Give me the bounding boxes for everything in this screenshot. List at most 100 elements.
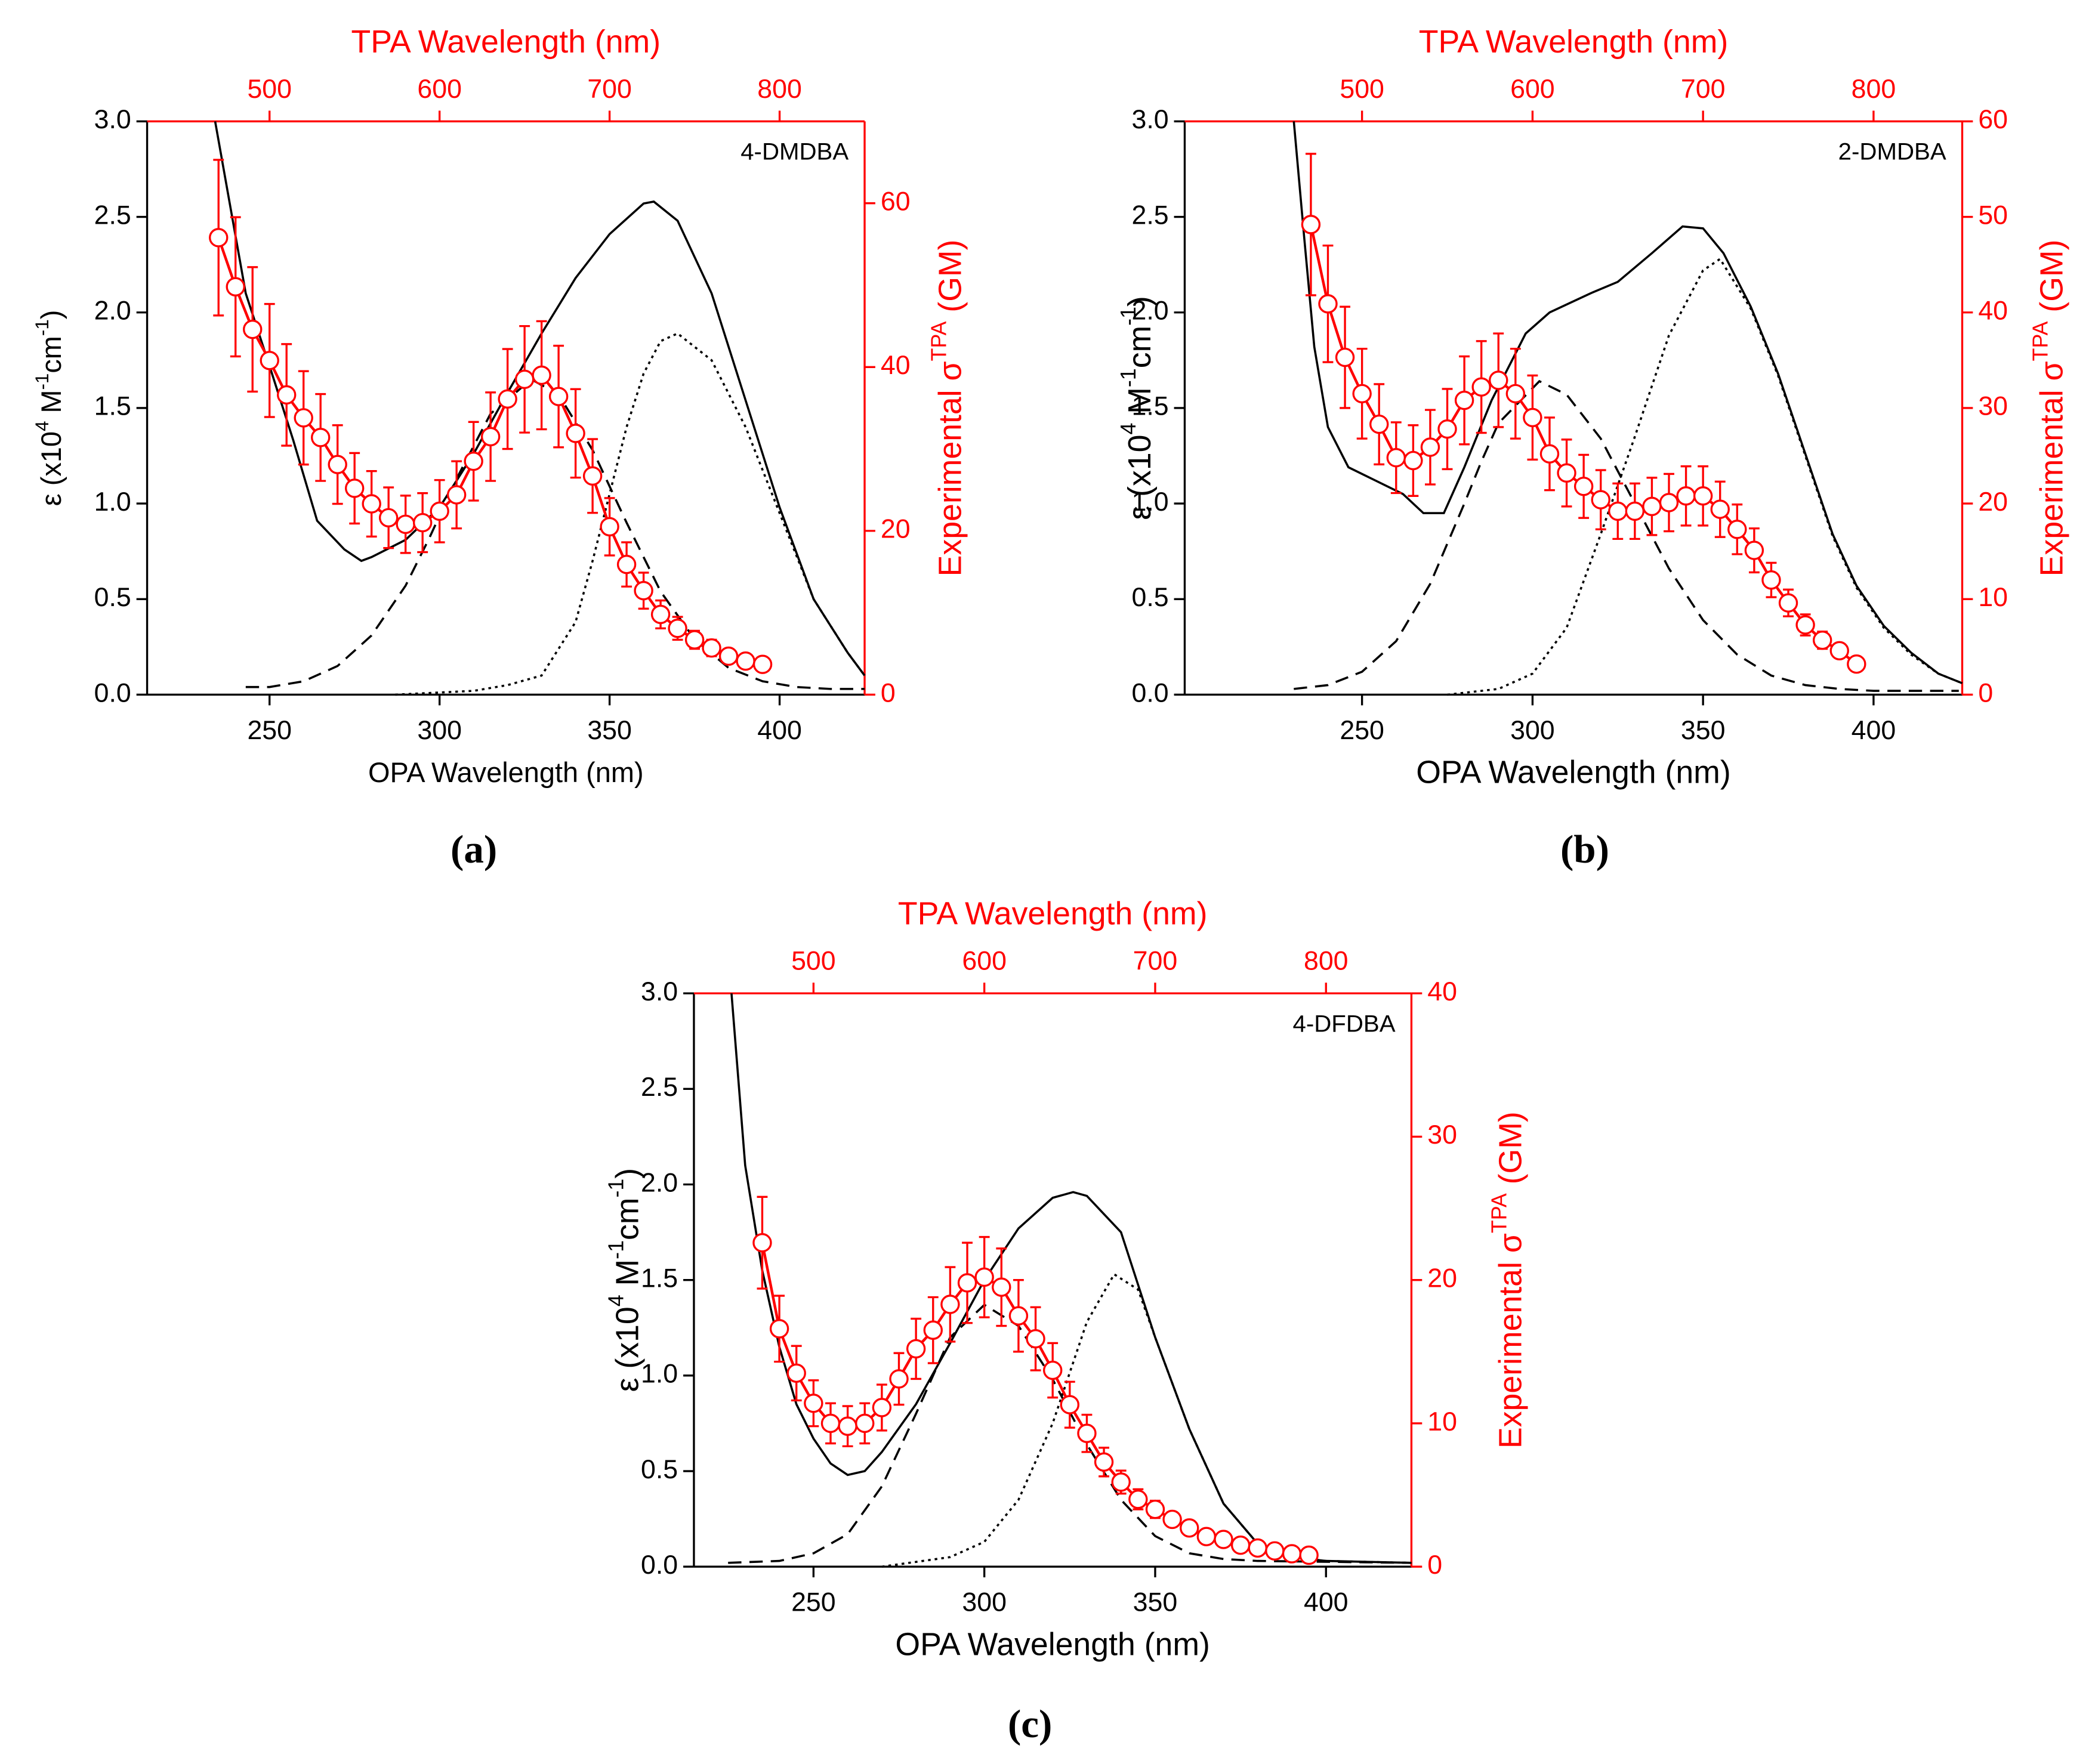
data-point: [940, 1295, 960, 1314]
y2-axis-label-part: (GM): [933, 240, 968, 322]
y-axis-label: ε (x104 M-1cm-1): [1116, 296, 1158, 520]
y2-axis-label-part: TPA: [1488, 1193, 1511, 1233]
data-point: [1573, 477, 1594, 496]
data-point: [582, 466, 603, 486]
y-axis-label-part: -1: [32, 373, 53, 390]
data-point: [736, 651, 755, 671]
y-tick-label: 1.5: [641, 1263, 678, 1293]
y2-axis-label: Experimental σTPA (GM): [1488, 1111, 1529, 1448]
data-point: [804, 1394, 823, 1413]
y-tick-label: 2.0: [94, 296, 131, 326]
data-point: [702, 638, 721, 658]
y2-axis-label-part: Experimental σ: [2034, 361, 2070, 576]
x2-tick-label: 700: [1681, 75, 1726, 104]
y-axis-label-part: ): [36, 310, 67, 320]
absorption-line: [730, 993, 1412, 1564]
y-tick-label: 1.5: [94, 392, 131, 421]
data-point: [838, 1416, 857, 1436]
y2-tick-label: 0: [881, 678, 896, 708]
y-tick-label: 2.0: [1132, 296, 1169, 326]
y-tick-label: 1.0: [641, 1360, 678, 1389]
data-point: [1196, 1527, 1217, 1546]
y2-axis-label-part: Experimental σ: [1492, 1233, 1528, 1448]
data-point: [786, 1363, 806, 1383]
data-point: [328, 455, 347, 474]
y-axis-label-part: ε (x10: [610, 1306, 646, 1392]
y-axis-label-part: -1: [604, 1240, 628, 1259]
y-axis-label-part: 4: [32, 421, 53, 431]
data-point: [1299, 1545, 1319, 1565]
x-axis-label: OPA Wavelength (nm): [1416, 755, 1731, 790]
data-point: [311, 428, 331, 447]
x-tick-label: 250: [791, 1588, 836, 1617]
x-tick-label: 300: [962, 1588, 1007, 1617]
data-point: [1386, 448, 1406, 468]
y-axis-label-part: M: [1122, 387, 1158, 423]
x2-tick-label: 600: [417, 75, 462, 104]
data-point: [1489, 370, 1508, 390]
absorption-line: [1294, 379, 1959, 692]
data-point: [1077, 1423, 1097, 1443]
data-point: [718, 646, 739, 666]
data-point: [446, 485, 467, 505]
data-point: [1265, 1541, 1285, 1561]
data-point: [1214, 1530, 1233, 1549]
x2-axis-label: TPA Wavelength (nm): [898, 896, 1208, 932]
y-tick-label: 0.5: [641, 1455, 678, 1484]
data-point: [1042, 1360, 1063, 1380]
y2-axis-label-part: TPA: [927, 321, 951, 361]
data-point: [1505, 384, 1526, 404]
y-axis-label-part: cm: [610, 1198, 646, 1240]
x2-tick-label: 500: [247, 75, 292, 104]
data-point: [1128, 1490, 1148, 1509]
absorption-line: [214, 121, 866, 676]
data-point: [294, 408, 313, 428]
y-tick-label: 2.5: [1132, 200, 1169, 230]
data-point: [634, 580, 653, 601]
y2-tick-label: 0: [1978, 678, 1993, 708]
y-tick-label: 3.0: [641, 977, 678, 1006]
y-axis-label-part: -1: [32, 319, 53, 336]
data-point: [923, 1320, 943, 1340]
data-point: [1847, 654, 1866, 674]
data-point: [650, 604, 671, 625]
data-point: [1812, 630, 1832, 650]
data-point: [548, 387, 569, 406]
data-point: [752, 654, 773, 674]
data-point: [498, 389, 517, 409]
y-axis-label-part: -1: [1116, 368, 1140, 387]
y-axis-label-part: 4: [604, 1295, 628, 1306]
x-tick-label: 400: [757, 716, 802, 745]
x2-tick-label: 600: [962, 947, 1007, 976]
data-point: [226, 277, 245, 296]
y-tick-label: 0.0: [94, 678, 131, 708]
data-point: [872, 1398, 892, 1417]
y-tick-label: 1.5: [1132, 392, 1169, 421]
y-axis-label: ε (x104 M-1cm-1): [604, 1168, 646, 1392]
y2-tick-label: 30: [1427, 1120, 1457, 1150]
y-axis-label-part: cm: [1122, 326, 1158, 368]
y-axis-label-part: ): [1122, 296, 1158, 307]
y2-tick-label: 60: [881, 187, 911, 217]
x2-tick-label: 700: [1133, 947, 1178, 976]
data-point: [906, 1339, 926, 1359]
data-point: [396, 514, 415, 535]
y-tick-label: 2.5: [94, 200, 131, 230]
data-point: [1420, 437, 1440, 457]
y-axis-label-part: -1: [1116, 307, 1140, 326]
y-axis-label-part: ε (x10: [36, 431, 67, 506]
data-point: [514, 369, 535, 390]
data-point: [1008, 1306, 1029, 1326]
y2-tick-label: 60: [1978, 105, 2008, 134]
data-point: [1523, 407, 1542, 428]
x2-tick-label: 800: [757, 75, 802, 104]
y-tick-label: 0.5: [94, 583, 131, 612]
data-point: [974, 1267, 994, 1287]
x2-tick-label: 500: [1340, 75, 1384, 104]
absorption-line: [1292, 121, 1963, 684]
data-point: [243, 319, 263, 339]
data-point: [769, 1319, 789, 1339]
data-point: [1642, 496, 1662, 517]
